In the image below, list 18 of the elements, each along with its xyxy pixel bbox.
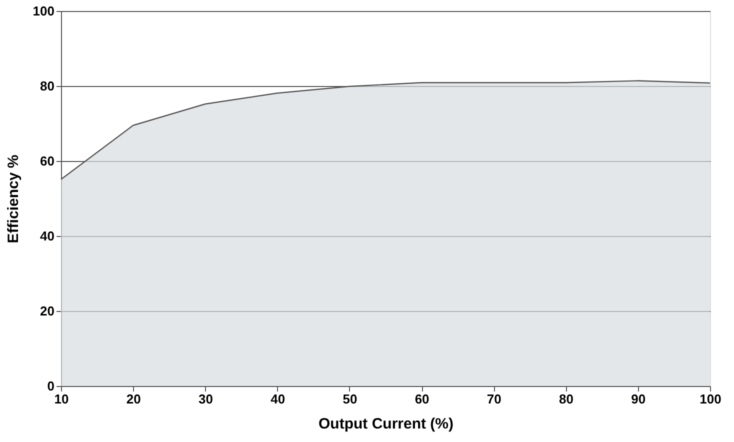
- y-tick-label: 100: [32, 4, 54, 18]
- y-axis-title: Efficiency %: [4, 154, 22, 244]
- x-tick-label: 50: [342, 392, 358, 406]
- y-tick-label: 60: [40, 154, 54, 168]
- x-tick-label: 80: [559, 392, 574, 406]
- x-tick-label: 100: [700, 392, 722, 406]
- y-tick-label: 0: [47, 378, 54, 394]
- y-tick-label: 40: [40, 228, 54, 244]
- x-tick-label: 20: [126, 392, 141, 406]
- x-tick-label: 30: [198, 392, 213, 406]
- x-tick-label: 40: [270, 392, 286, 406]
- x-axis-title: Output Current (%): [318, 416, 454, 432]
- y-tick-label: 20: [40, 304, 54, 318]
- x-tick-label: 60: [414, 392, 430, 406]
- x-tick-label: 10: [54, 392, 69, 406]
- y-tick-label: 80: [40, 78, 54, 94]
- x-tick-label: 90: [631, 392, 646, 406]
- x-tick-label: 70: [486, 392, 502, 406]
